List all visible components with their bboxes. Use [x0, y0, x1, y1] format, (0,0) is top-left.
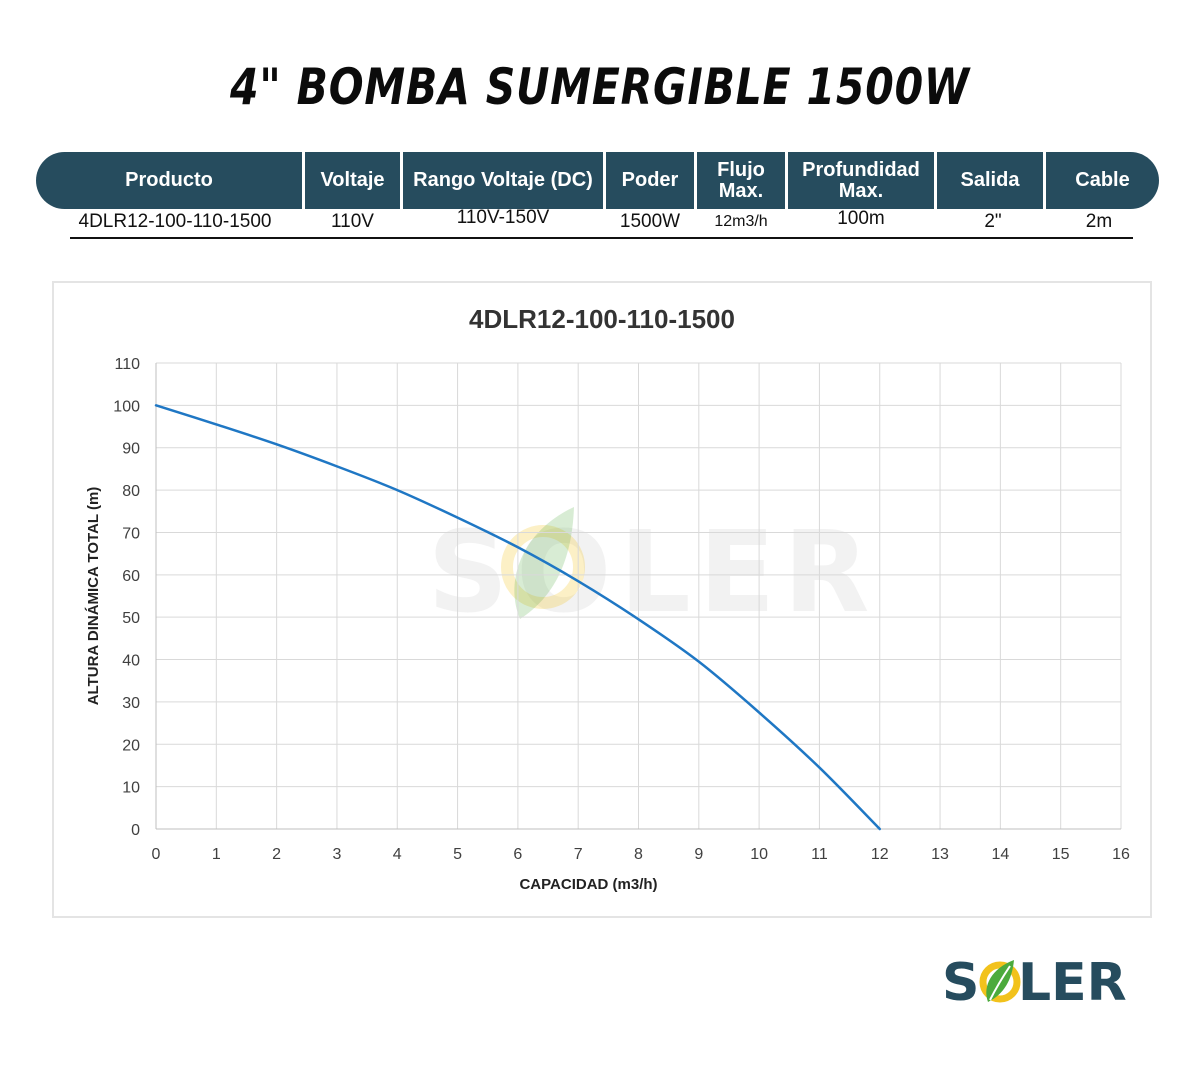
y-tick-label: 10 [122, 780, 140, 797]
column-header-poder: Poder [621, 169, 679, 191]
x-tick-label: 12 [871, 846, 889, 863]
y-tick-label: 90 [122, 441, 140, 458]
x-tick-label: 1 [212, 846, 221, 863]
logo-letter-s: S [942, 953, 979, 1012]
x-tick-label: 14 [991, 846, 1009, 863]
x-tick-label: 4 [393, 846, 402, 863]
x-tick-label: 0 [152, 846, 161, 863]
x-tick-label: 16 [1112, 846, 1130, 863]
x-tick-label: 13 [931, 846, 949, 863]
column-header-salida: Salida [960, 169, 1020, 191]
column-divider [400, 152, 403, 209]
y-tick-label: 30 [122, 695, 140, 712]
logo-letters-ler: LER [1018, 953, 1127, 1012]
x-tick-label: 8 [634, 846, 643, 863]
column-header-voltaje: Voltaje [320, 169, 385, 191]
column-divider [302, 152, 305, 209]
x-tick-label: 3 [332, 846, 341, 863]
cell-rango-voltaje: 110V-150V [456, 207, 550, 228]
chart-title: 4DLR12-100-110-1500 [469, 304, 735, 334]
column-header-profundidad-max: Profundidad Max. [802, 158, 920, 202]
cell-poder: 1500W [619, 211, 681, 232]
x-tick-label: 6 [513, 846, 522, 863]
x-tick-label: 10 [750, 846, 768, 863]
column-divider [934, 152, 937, 209]
x-tick-label: 5 [453, 846, 462, 863]
cell-flujo-max: 12m3/h [714, 213, 768, 230]
y-tick-label: 80 [122, 483, 140, 500]
x-tick-label: 11 [811, 846, 828, 863]
y-tick-label: 110 [114, 356, 140, 373]
x-axis-label: CAPACIDAD (m3/h) [519, 876, 657, 893]
y-tick-label: 50 [122, 610, 140, 627]
logo-leaf-icon [979, 960, 1021, 1003]
x-tick-label: 9 [694, 846, 703, 863]
column-divider [603, 152, 606, 209]
column-divider [1043, 152, 1046, 209]
y-axis-label: ALTURA DINÁMICA TOTAL (m) [85, 487, 102, 706]
y-tick-label: 70 [122, 525, 140, 542]
column-divider [785, 152, 788, 209]
column-header-producto: Producto [125, 169, 213, 191]
chart-watermark: SOLER [428, 508, 878, 638]
page-title: 4" BOMBA SUMERGIBLE 1500W [230, 58, 970, 116]
column-header-rango-voltaje: Rango Voltaje (DC) [413, 169, 593, 191]
soler-logo: S LER [942, 953, 1127, 1012]
cell-salida: 2" [984, 211, 1002, 232]
x-tick-label: 15 [1052, 846, 1070, 863]
cell-cable: 2m [1085, 211, 1113, 232]
y-tick-label: 40 [122, 653, 140, 670]
y-tick-label: 60 [122, 568, 140, 585]
table-row-underline [70, 237, 1133, 239]
column-header-cable: Cable [1075, 169, 1130, 191]
column-divider [694, 152, 697, 209]
y-tick-label: 20 [122, 737, 140, 754]
y-tick-label: 0 [131, 822, 140, 839]
chart-frame [52, 281, 1152, 918]
x-tick-label: 2 [272, 846, 281, 863]
y-tick-label: 100 [113, 398, 140, 415]
series-line-0 [154, 404, 881, 831]
cell-voltaje: 110V [331, 211, 374, 232]
cell-producto: 4DLR12-100-110-1500 [78, 211, 272, 232]
watermark-leaf-icon [514, 507, 574, 619]
column-header-flujo-max: Flujo Max. [717, 158, 765, 202]
watermark-ring-icon [501, 525, 585, 609]
cell-profundidad-max: 100m [837, 208, 885, 229]
x-tick-label: 7 [574, 846, 583, 863]
spec-table-header: Producto Voltaje Rango Voltaje (DC) Pode… [36, 152, 1159, 209]
